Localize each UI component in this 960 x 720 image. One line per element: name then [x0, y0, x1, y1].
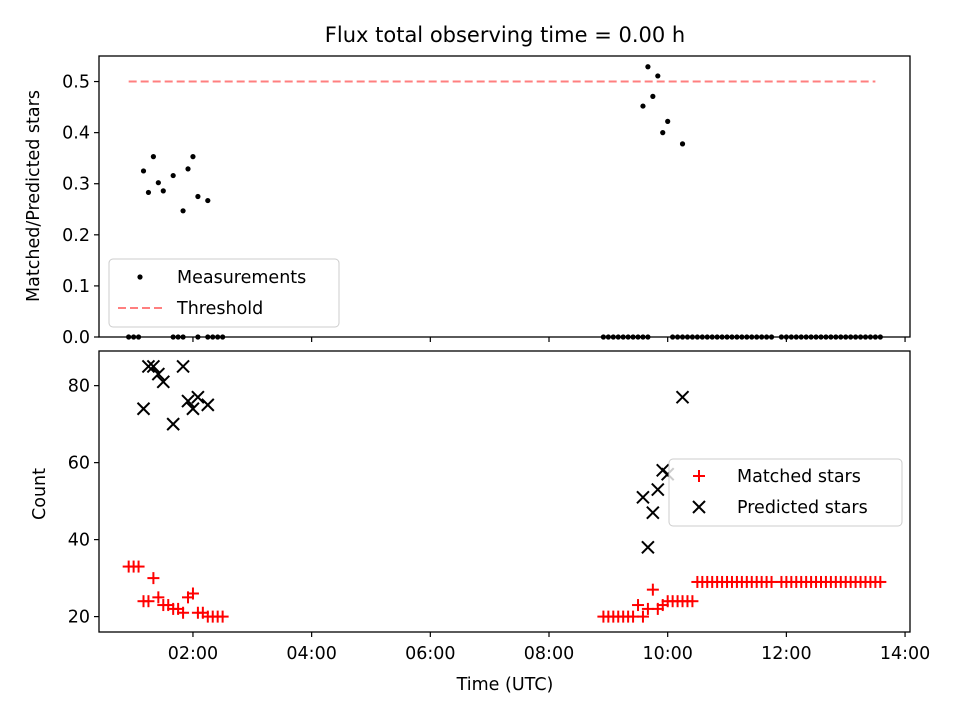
y-tick-label: 0.1 — [62, 277, 90, 297]
x-tick-label: 10:00 — [642, 644, 692, 664]
legend-predicted-label: Predicted stars — [737, 498, 868, 518]
x-axis-label: Time (UTC) — [456, 675, 554, 695]
ratio-legend: Measurements Threshold — [108, 258, 340, 328]
matched-stars-point — [147, 572, 160, 585]
predicted-stars-point — [146, 359, 161, 374]
measurements-point — [660, 130, 666, 136]
matched-stars-point — [177, 606, 190, 619]
measurements-point — [205, 197, 211, 204]
predicted-stars-point — [636, 490, 650, 504]
measurements-point — [185, 166, 191, 172]
matched-stars-point — [216, 610, 229, 623]
predicted-stars-point — [151, 367, 166, 381]
x-tick-label: 06:00 — [405, 644, 455, 664]
count-axes-frame — [98, 350, 911, 633]
predicted-stars-point — [186, 402, 200, 416]
predicted-stars-point — [156, 375, 170, 389]
count-y-ticks: 20 40 60 80 — [68, 377, 99, 628]
legend-matched-label: Matched stars — [737, 467, 861, 487]
measurements-point — [155, 180, 161, 186]
matched-stars-point — [874, 575, 887, 588]
matched-stars-point — [632, 599, 645, 612]
measurements-point — [665, 118, 671, 124]
ratio-legend-frame — [108, 258, 340, 328]
matched-stars-point — [636, 610, 649, 623]
legend-matched-marker — [693, 470, 705, 482]
matched-stars-point — [186, 587, 199, 600]
measurements-point — [180, 208, 186, 214]
count-axes: 20 40 60 80 02:00 04:00 06:00 08:00 10:00 12:00 1… — [30, 350, 930, 695]
ratio-axes: 0.0 0.1 0.2 0.3 0.4 0.5 Matched/Predicted sta… — [24, 55, 911, 348]
predicted-stars-point — [675, 390, 690, 404]
y-tick-label: 40 — [68, 531, 90, 551]
x-tick-label: 12:00 — [761, 644, 811, 664]
measurements-point — [145, 189, 152, 196]
predicted-stars-point — [201, 398, 215, 412]
predicted-stars-point — [136, 402, 151, 416]
measurements-point — [190, 154, 196, 160]
predicted-stars-point — [141, 359, 156, 374]
matched-stars-point — [646, 583, 659, 596]
matched-stars-point — [132, 560, 145, 573]
ratio-y-ticks: 0.0 0.1 0.2 0.3 0.4 0.5 — [62, 73, 99, 348]
measurements-point — [160, 188, 166, 194]
y-tick-label: 0.2 — [62, 226, 90, 246]
matched-stars-point — [152, 591, 165, 604]
x-tick-label: 08:00 — [524, 644, 574, 664]
matched-stars-point — [142, 595, 155, 608]
y-tick-label: 60 — [68, 454, 90, 474]
y-tick-label: 0.5 — [62, 73, 90, 93]
predicted-stars-point — [166, 417, 180, 431]
predicted-stars-point — [191, 390, 205, 404]
y-tick-label: 0.0 — [62, 328, 90, 348]
measurements-point — [150, 154, 156, 160]
measurements-point — [640, 103, 646, 109]
ratio-x-ticks — [192, 337, 906, 342]
count-plot-area — [122, 359, 887, 623]
count-x-ticks: 02:00 04:00 06:00 08:00 10:00 12:00 14:00 — [168, 632, 930, 664]
count-legend: Matched stars Predicted stars — [668, 458, 903, 527]
predicted-stars-point — [641, 540, 655, 555]
x-tick-label: 04:00 — [286, 644, 336, 664]
measurements-point — [140, 168, 147, 174]
predicted-stars-point — [176, 359, 190, 374]
count-legend-frame — [668, 458, 903, 527]
measurements-point — [195, 193, 201, 200]
x-tick-label: 14:00 — [880, 644, 930, 664]
predicted-stars-point — [651, 482, 665, 497]
legend-threshold-label: Threshold — [176, 299, 263, 319]
measurements-point — [645, 64, 651, 70]
y-tick-label: 0.3 — [62, 175, 90, 195]
y-tick-label: 20 — [68, 608, 90, 628]
y-tick-label: 80 — [68, 377, 90, 397]
legend-predicted-marker — [692, 500, 706, 514]
predicted-stars-point — [181, 394, 195, 408]
ratio-y-axis-label: Matched/Predicted stars — [24, 90, 44, 302]
predicted-stars-point — [646, 505, 660, 520]
measurements-point — [679, 141, 686, 147]
measurements-point — [650, 93, 656, 99]
y-tick-label: 0.4 — [62, 124, 90, 144]
count-y-axis-label: Count — [30, 468, 50, 520]
measurements-point — [170, 172, 176, 179]
ratio-axes-frame — [98, 55, 911, 338]
x-tick-label: 02:00 — [168, 644, 218, 664]
matched-stars-point — [686, 595, 699, 608]
chart-title: Flux total observing time = 0.00 h — [325, 23, 685, 47]
legend-measurements-label: Measurements — [177, 268, 306, 288]
measurements-point — [655, 73, 661, 79]
legend-measurements-marker — [137, 274, 143, 280]
